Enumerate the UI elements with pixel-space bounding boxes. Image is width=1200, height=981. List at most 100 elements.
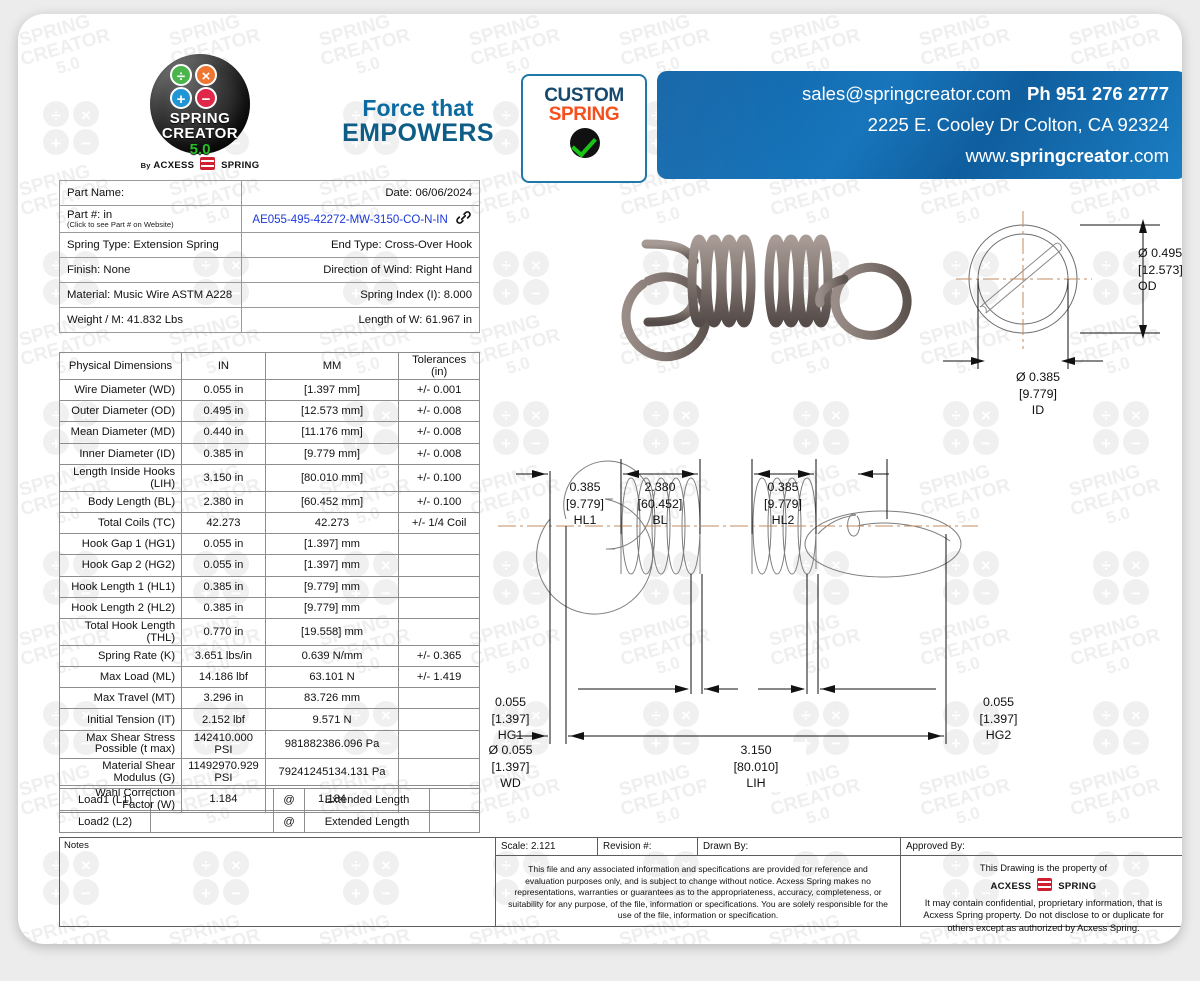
address-text: 2225 E. Cooley Dr Colton, CA 92324 [867,114,1169,135]
tagline-bottom: EMPOWERS [342,119,494,148]
notes-panel[interactable]: Notes [60,838,496,926]
dim-label-13: Max Load (ML) [58,666,183,689]
id-dimension-label: Ø 0.385 [9.779] ID [983,369,1093,419]
part-info-table: Part Name: Date: 06/06/2024 Part #: in (… [58,180,480,333]
table-row: Body Length (BL) 2.380 in [60.452 mm] +/- 0… [58,490,480,513]
property-brand-acxess: ACXESS [990,880,1032,892]
spring-index-value: Spring Index (I): 8.000 [241,282,480,308]
id-mm-value: [9.779] [1019,386,1057,401]
dim-mm-17: 79241245134.131 Pa [264,758,400,787]
dim-label-7: Hook Gap 1 (HG1) [58,533,183,556]
dim-in-0: 0.055 in [181,378,266,402]
load-value-input-0[interactable] [150,788,274,811]
web-domain[interactable]: springcreator [1009,145,1129,166]
bl-inch-value: 2.380 [644,480,676,494]
web-suffix: .com [1128,145,1169,166]
hg2-mm-value: [1.397] [979,711,1018,726]
table-row: Mean Diameter (MD) 0.440 in [11.176 mm] +/-… [58,421,480,444]
dim-in-16: 142410.000 PSI [181,729,266,760]
part-name-label: Part Name: [58,180,243,206]
table-row: Total Hook Length (THL) 0.770 in [19.558] … [58,617,480,646]
hl2-dimension-label: 0.385 [9.779] HL2 [733,479,833,529]
dim-in-8: 0.055 in [181,554,266,577]
part-number-value[interactable]: AE055-495-42272-MW-3150-CO-N-IN [252,214,448,226]
od-tag: OD [1138,279,1157,294]
dim-label-6: Total Coils (TC) [58,511,183,535]
disclaimer-text: This file and any associated information… [508,864,888,921]
table-row: Hook Length 1 (HL1) 0.385 in [9.779] mm [58,575,480,598]
approved-by-field[interactable]: Approved By: [901,838,1182,856]
table-row: Inner Diameter (ID) 0.385 in [9.779 mm] +/-… [58,442,480,465]
drawn-by-field[interactable]: Drawn By: [703,841,749,852]
info-row-type: Spring Type: Extension Spring End Type: … [58,232,480,258]
contact-banner: sales@springcreator.com Ph 951 276 2777 2… [657,71,1182,179]
bl-tag: BL [652,513,668,528]
load-extended-label-0: Extended Length [304,788,430,811]
lih-inch-value: 3.150 [740,743,772,757]
dim-in-4: 3.150 in [181,463,266,492]
table-row: Hook Gap 2 (HG2) 0.055 in [1.397] mm [58,554,480,577]
hl2-tag: HL2 [771,513,795,528]
od-diameter-symbol: Ø [1138,246,1148,260]
dimensions-header-row: Physical Dimensions IN MM Tolerances (in) [58,352,480,380]
lih-mm-value: [80.010] [733,759,779,774]
email-text[interactable]: sales@springcreator.com [802,83,1012,104]
dim-label-10: Hook Length 2 (HL2) [58,596,183,619]
dim-mm-10: [9.779] mm [264,596,400,619]
info-row-name: Part Name: Date: 06/06/2024 [58,180,480,206]
web-prefix: www. [965,145,1010,166]
dim-in-6: 42.273 [181,511,266,535]
end-type-value: End Type: Cross-Over Hook [241,232,480,258]
hg2-dimension-label: 0.055 [1.397] HG2 [936,694,1061,744]
property-title: This Drawing is the property of [979,862,1108,873]
table-row: Hook Length 2 (HL2) 0.385 in [9.779] mm [58,596,480,619]
wd-inch-value: 0.055 [501,743,533,757]
dim-mm-9: [9.779] mm [264,575,400,598]
dim-in-5: 2.380 in [181,490,266,513]
material-value: Material: Music Wire ASTM A228 [58,282,243,308]
hg1-inch-value: 0.055 [494,695,526,709]
dim-tol-10 [398,596,480,619]
dim-mm-5: [60.452 mm] [264,490,400,513]
dim-in-14: 3.296 in [181,687,266,710]
spring-label: SPRING [548,104,620,125]
dim-tol-4: +/- 0.100 [398,463,480,492]
drawing-footer: Notes Scale: 2.121 Revision #: Drawn By:… [59,837,1182,933]
load-label-1: Load2 (L2) [59,810,151,833]
part-number-cell[interactable]: AE055-495-42272-MW-3150-CO-N-IN [241,205,480,233]
logo-version: 5.0 [189,141,211,158]
hg2-tag: HG2 [985,728,1012,743]
custom-spring-badge: CUSTOM SPRING [521,74,647,183]
link-icon[interactable] [455,209,472,229]
info-row-weight: Weight / M: 41.832 Lbs Length of W: 61.9… [58,307,480,333]
dim-label-14: Max Travel (MT) [58,687,183,710]
dim-tol-7 [398,533,480,556]
dim-mm-3: [9.779 mm] [264,442,400,465]
dim-tol-11 [398,617,480,646]
date-value: Date: 06/06/2024 [241,180,480,206]
hl2-mm-value: [9.779] [764,496,802,511]
hg1-dimension-label: 0.055 [1.397] HG1 [448,694,573,744]
load-at-1: @ [273,810,305,833]
load-extended-input-1[interactable] [429,810,480,833]
banner-row-web: www.springcreator.com [965,145,1169,167]
weight-value: Weight / M: 41.832 Lbs [58,307,243,333]
dim-in-17: 11492970.929 PSI [181,758,266,787]
dim-tol-13: +/- 1.419 [398,666,480,689]
header-in: IN [181,352,266,380]
table-row: Hook Gap 1 (HG1) 0.055 in [1.397] mm [58,533,480,556]
dim-label-12: Spring Rate (K) [58,644,183,668]
revision-field[interactable]: Revision #: [598,838,698,855]
load-label-0: Load1 (L1) [59,788,151,811]
dim-mm-8: [1.397] mm [264,554,400,577]
byline-by: By [140,161,151,170]
table-row: Outer Diameter (OD) 0.495 in [12.573 mm] +/… [58,400,480,423]
phone-text[interactable]: Ph 951 276 2777 [1027,83,1169,104]
table-row: Spring Rate (K) 3.651 lbs/in 0.639 N/mm +/-… [58,644,480,668]
info-row-partnumber: Part #: in (Click to see Part # on Websi… [58,205,480,233]
table-row: Max Load (ML) 14.186 lbf 63.101 N +/- 1.419 [58,666,480,689]
wd-dimension-label: Ø 0.055 [1.397] WD [448,742,573,792]
dim-mm-2: [11.176 mm] [264,421,400,444]
load-value-input-1[interactable] [150,810,274,833]
dim-label-11: Total Hook Length (THL) [58,617,183,646]
